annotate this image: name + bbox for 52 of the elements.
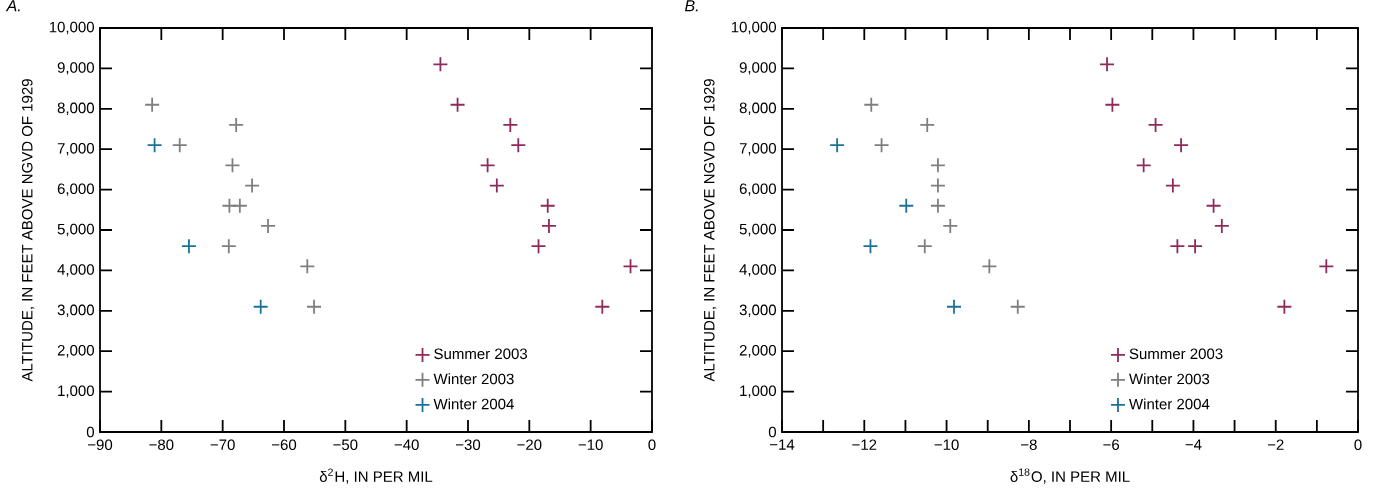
legend-label: Winter 2003 [433,373,514,385]
x-tick-label: −70 [210,439,235,451]
legend-label: Winter 2004 [1129,398,1210,410]
y-tick-label: 2,000 [739,345,777,358]
y-tick-label: 9,000 [57,62,94,75]
x-tick-label: −10 [934,439,959,451]
x-tick-label: −30 [456,439,481,451]
y-tick-label: 4,000 [739,264,777,277]
y-tick-label: 3,000 [739,304,777,317]
x-tick-label: −60 [272,439,297,451]
x-tick-label: −50 [333,439,358,451]
x-tick-label: −10 [578,439,603,451]
y-tick-label: 1,000 [58,385,94,398]
y-tick-label: 5,000 [57,223,94,237]
x-tick-label: −40 [394,439,419,451]
y-tick-label: 6,000 [739,183,777,196]
x-tick-label: −20 [517,439,542,451]
legend-label: Winter 2003 [1129,373,1210,385]
x-tick-label: −6 [1103,439,1120,451]
y-tick-label: 8,000 [739,102,777,115]
y-tick-label: 1,000 [740,385,777,398]
y-tick-label: 7,000 [57,143,94,156]
x-tick-label: −90 [88,439,113,451]
y-tick-label: 3,000 [57,304,94,317]
y-tick-label: 0 [86,426,95,438]
y-tick-label: 9,000 [739,62,777,75]
y-tick-label: 0 [768,426,777,438]
y-tick-label: 5,000 [739,223,777,237]
x-tick-label: −2 [1267,439,1284,450]
x-tick-label: −14 [770,439,795,450]
x-axis-title: δ$^{2}$H, IN PER MIL [319,468,433,484]
y-tick-label: 4,000 [57,264,94,277]
y-tick-label: 2,000 [57,345,94,358]
y-tick-label: 10,000 [731,21,777,35]
chart-title: A. [5,0,20,12]
x-tick-label: −80 [149,439,174,451]
legend-label: Winter 2004 [433,398,514,410]
y-axis-title: ALTITUDE, IN FEET ABOVE NGVD OF 1929 [21,79,35,382]
y-axis-title: ALTITUDE, IN FEET ABOVE NGVD OF 1929 [703,79,717,382]
legend-label: Summer 2003 [434,348,528,360]
x-axis-title: δ$^{18}$O, IN PER MIL [1010,468,1130,484]
x-tick-label: −8 [1021,439,1037,451]
y-tick-label: 8,000 [57,102,94,115]
y-tick-label: 10,000 [49,21,94,35]
x-tick-label: 0 [1354,439,1362,451]
x-tick-label: −4 [1185,439,1202,450]
chart-title: B. [684,0,698,12]
x-tick-label: 0 [648,439,656,451]
y-tick-label: 7,000 [739,143,777,156]
x-tick-label: −12 [852,439,877,450]
y-tick-label: 6,000 [57,183,94,196]
legend-label: Summer 2003 [1129,348,1223,360]
